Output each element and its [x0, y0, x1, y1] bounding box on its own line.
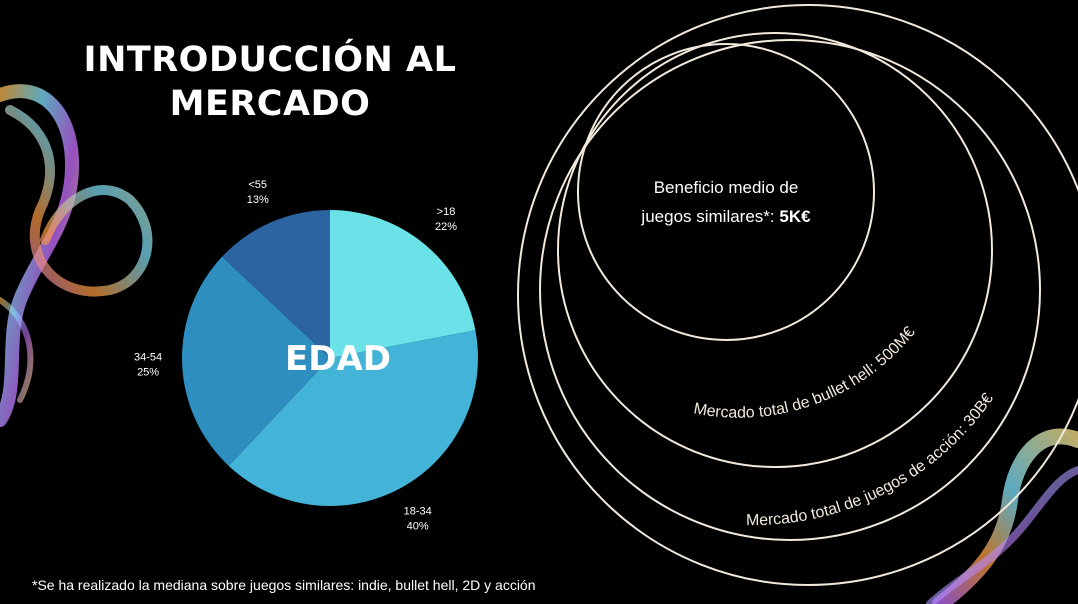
- middle-circle-label: Mercado total de bullet hell: 500M€: [692, 324, 918, 422]
- ribbon-left: [0, 84, 153, 427]
- pie-slice-3: [222, 210, 330, 358]
- pie-label-value-3: 13%: [247, 194, 269, 206]
- pie-slice-1: [228, 330, 479, 507]
- pie-slice-0: [330, 210, 476, 358]
- pie-label-category-1: 18-34: [404, 505, 432, 517]
- title-line-1: INTRODUCCIÓN AL: [83, 40, 457, 80]
- circle-inner: [577, 43, 875, 341]
- pie-label-category-2: 34-54: [134, 352, 162, 364]
- circle-outer: [517, 4, 1078, 586]
- inner-text-value: 5K€: [779, 207, 811, 226]
- inner-text-prefix: juegos similares*:: [640, 207, 779, 226]
- middle-circle-text: Mercado total de bullet hell: 500M€: [692, 324, 918, 422]
- page-title: INTRODUCCIÓN AL MERCADO: [60, 38, 480, 126]
- circle-small: [557, 32, 993, 468]
- pie-label-category-0: >18: [437, 206, 456, 218]
- pie-label-value-0: 22%: [435, 221, 457, 233]
- inner-text-line-2: juegos similares*: 5K€: [640, 207, 811, 226]
- pie-center-label: EDAD: [285, 339, 391, 379]
- inner-text-line-1: Beneficio medio de: [654, 178, 799, 197]
- ribbon-right: [926, 428, 1078, 604]
- pie-label-value-1: 40%: [407, 520, 429, 532]
- circle-middle: [539, 39, 1041, 541]
- pie-slices: [182, 210, 479, 507]
- pie-label-category-3: <55: [248, 179, 267, 191]
- pie-labels: >18 22% 18-34 40% 34-54 25% <55 13%: [134, 179, 457, 533]
- title-line-2: MERCADO: [169, 84, 371, 124]
- footnote: *Se ha realizado la mediana sobre juegos…: [32, 577, 536, 593]
- pie-slice-2: [182, 256, 330, 466]
- pie-label-value-2: 25%: [137, 367, 159, 379]
